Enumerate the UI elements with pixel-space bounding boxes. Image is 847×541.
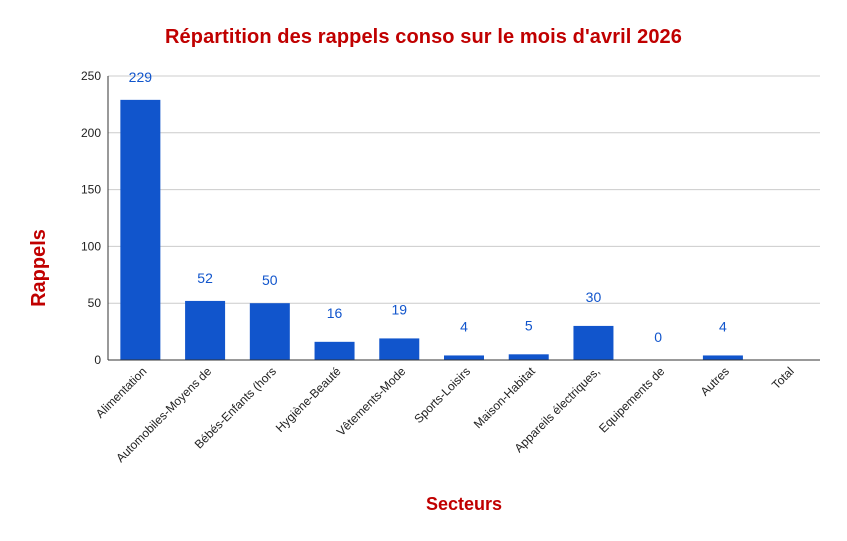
x-tick-label: Sports-Loisirs <box>411 364 473 426</box>
x-tick-label: Hygiène-Beauté <box>273 364 344 435</box>
y-axis-title: Rappels <box>28 229 50 307</box>
x-axis-title: Secteurs <box>426 494 502 514</box>
bar <box>185 300 226 360</box>
data-labels: 229 52 50 16 19 4 5 30 0 4 <box>129 69 727 345</box>
x-tick-label: Alimentation <box>93 364 150 421</box>
bar <box>379 338 420 360</box>
x-tick-label: Total <box>769 364 797 392</box>
bar <box>702 355 743 360</box>
bar <box>508 354 549 360</box>
data-label: 229 <box>129 69 153 85</box>
x-tick-label: Maison-Habitat <box>471 364 538 431</box>
bar <box>573 325 614 360</box>
data-label: 0 <box>654 329 662 345</box>
data-label: 19 <box>391 301 407 317</box>
gridlines <box>108 75 820 304</box>
data-label: 30 <box>586 289 602 305</box>
y-tick-label: 200 <box>81 126 101 140</box>
axes <box>107 76 820 361</box>
data-label: 4 <box>719 318 727 334</box>
x-tick-label: Equipements de <box>596 364 667 435</box>
data-label: 50 <box>262 272 278 288</box>
x-tick-label: Vêtements-Mode <box>334 364 409 439</box>
x-tick-label: Autres <box>698 364 732 398</box>
y-tick-label: 250 <box>81 69 101 83</box>
bars <box>120 99 743 360</box>
y-tick-label: 50 <box>88 296 102 310</box>
bar <box>120 99 161 360</box>
chart-title: Répartition des rappels conso sur le moi… <box>164 26 682 48</box>
y-tick-label: 150 <box>81 183 101 197</box>
y-tick-label: 100 <box>81 239 101 253</box>
data-label: 5 <box>525 317 533 333</box>
bar <box>444 355 484 360</box>
y-axis-ticks: 0 50 100 150 200 250 <box>81 69 101 367</box>
y-tick-label: 0 <box>94 353 101 367</box>
data-label: 16 <box>327 305 343 321</box>
data-label: 4 <box>460 318 468 334</box>
bar <box>249 303 290 360</box>
bar <box>314 341 355 360</box>
data-label: 52 <box>197 270 213 286</box>
